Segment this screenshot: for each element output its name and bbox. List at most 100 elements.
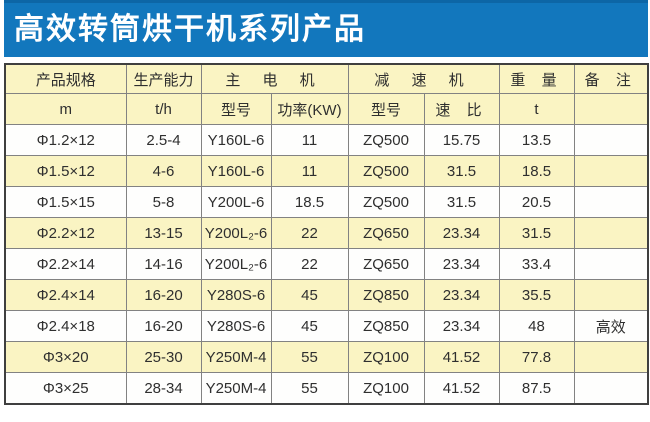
- cell-ratio: 31.5: [423, 186, 500, 218]
- table-row: Φ1.5×15 5-8 Y200L-6 18.5 ZQ500 31.5 20.5: [4, 186, 649, 218]
- cell-reducer-model: ZQ850: [347, 310, 425, 342]
- spec-table-container: 产品规格 生产能力 主 电 机 减 速 机 重 量 备 注 m t/h 型号 功…: [4, 63, 649, 405]
- cell-note: [573, 341, 649, 373]
- cell-weight: 18.5: [498, 155, 575, 187]
- cell-ratio: 15.75: [423, 124, 500, 156]
- cell-ratio: 23.34: [423, 310, 500, 342]
- unit-capacity: t/h: [125, 93, 202, 125]
- cell-note: 高效: [573, 310, 649, 342]
- cell-capacity: 16-20: [125, 310, 202, 342]
- cell-spec: Φ2.4×14: [4, 279, 127, 311]
- cell-reducer-model: ZQ650: [347, 217, 425, 249]
- cell-motor-model: Y280S-6: [200, 310, 272, 342]
- cell-note: [573, 155, 649, 187]
- cell-power: 22: [270, 217, 349, 249]
- cell-reducer-model: ZQ650: [347, 248, 425, 280]
- table-row: Φ3×25 28-34 Y250M-4 55 ZQ100 41.52 87.5: [4, 372, 649, 405]
- cell-capacity: 25-30: [125, 341, 202, 373]
- table-row: Φ1.2×12 2.5-4 Y160L-6 11 ZQ500 15.75 13.…: [4, 124, 649, 156]
- unit-weight: t: [498, 93, 575, 125]
- cell-power: 45: [270, 279, 349, 311]
- cell-spec: Φ2.2×14: [4, 248, 127, 280]
- table-row: Φ3×20 25-30 Y250M-4 55 ZQ100 41.52 77.8: [4, 341, 649, 373]
- cell-ratio: 41.52: [423, 341, 500, 373]
- cell-weight: 13.5: [498, 124, 575, 156]
- cell-capacity: 16-20: [125, 279, 202, 311]
- cell-ratio: 41.52: [423, 372, 500, 405]
- cell-weight: 33.4: [498, 248, 575, 280]
- cell-power: 55: [270, 341, 349, 373]
- cell-spec: Φ1.5×15: [4, 186, 127, 218]
- cell-capacity: 13-15: [125, 217, 202, 249]
- cell-weight: 20.5: [498, 186, 575, 218]
- cell-weight: 48: [498, 310, 575, 342]
- cell-motor-model: Y200L₂-6: [200, 217, 272, 249]
- cell-spec: Φ2.4×18: [4, 310, 127, 342]
- cell-reducer-model: ZQ500: [347, 124, 425, 156]
- header-row-units: m t/h 型号 功率(KW) 型号 速 比 t: [4, 93, 649, 125]
- cell-power: 11: [270, 155, 349, 187]
- header-row-groups: 产品规格 生产能力 主 电 机 减 速 机 重 量 备 注: [4, 63, 649, 94]
- cell-weight: 31.5: [498, 217, 575, 249]
- cell-motor-model: Y250M-4: [200, 372, 272, 405]
- col-header-main-motor: 主 电 机: [200, 63, 349, 94]
- cell-weight: 35.5: [498, 279, 575, 311]
- cell-motor-model: Y200L-6: [200, 186, 272, 218]
- cell-reducer-model: ZQ500: [347, 155, 425, 187]
- cell-reducer-model: ZQ100: [347, 372, 425, 405]
- cell-spec: Φ1.5×12: [4, 155, 127, 187]
- cell-spec: Φ3×25: [4, 372, 127, 405]
- cell-capacity: 5-8: [125, 186, 202, 218]
- cell-capacity: 28-34: [125, 372, 202, 405]
- cell-power: 11: [270, 124, 349, 156]
- cell-note: [573, 372, 649, 405]
- cell-ratio: 23.34: [423, 248, 500, 280]
- cell-ratio: 23.34: [423, 217, 500, 249]
- cell-note: [573, 279, 649, 311]
- table-row: Φ1.5×12 4-6 Y160L-6 11 ZQ500 31.5 18.5: [4, 155, 649, 187]
- table-row: Φ2.4×18 16-20 Y280S-6 45 ZQ850 23.34 48 …: [4, 310, 649, 342]
- cell-capacity: 14-16: [125, 248, 202, 280]
- cell-motor-model: Y160L-6: [200, 124, 272, 156]
- unit-motor-model: 型号: [200, 93, 272, 125]
- cell-spec: Φ3×20: [4, 341, 127, 373]
- table-row: Φ2.2×14 14-16 Y200L₂-6 22 ZQ650 23.34 33…: [4, 248, 649, 280]
- cell-note: [573, 217, 649, 249]
- cell-spec: Φ2.2×12: [4, 217, 127, 249]
- cell-note: [573, 124, 649, 156]
- col-header-reducer: 减 速 机: [347, 63, 500, 94]
- page-title-banner: 高效转筒烘干机系列产品: [4, 0, 648, 57]
- cell-power: 45: [270, 310, 349, 342]
- cell-reducer-model: ZQ500: [347, 186, 425, 218]
- unit-spec: m: [4, 93, 127, 125]
- unit-motor-power: 功率(KW): [270, 93, 349, 125]
- cell-reducer-model: ZQ100: [347, 341, 425, 373]
- cell-spec: Φ1.2×12: [4, 124, 127, 156]
- cell-motor-model: Y280S-6: [200, 279, 272, 311]
- cell-motor-model: Y160L-6: [200, 155, 272, 187]
- cell-note: [573, 186, 649, 218]
- unit-reducer-model: 型号: [347, 93, 425, 125]
- cell-capacity: 4-6: [125, 155, 202, 187]
- table-row: Φ2.4×14 16-20 Y280S-6 45 ZQ850 23.34 35.…: [4, 279, 649, 311]
- col-header-spec: 产品规格: [4, 63, 127, 94]
- cell-ratio: 31.5: [423, 155, 500, 187]
- cell-power: 55: [270, 372, 349, 405]
- unit-reducer-ratio: 速 比: [423, 93, 500, 125]
- cell-motor-model: Y250M-4: [200, 341, 272, 373]
- cell-weight: 77.8: [498, 341, 575, 373]
- col-header-note: 备 注: [573, 63, 649, 94]
- cell-motor-model: Y200L₂-6: [200, 248, 272, 280]
- spec-table: 产品规格 生产能力 主 电 机 减 速 机 重 量 备 注 m t/h 型号 功…: [4, 63, 649, 405]
- col-header-weight: 重 量: [498, 63, 575, 94]
- cell-capacity: 2.5-4: [125, 124, 202, 156]
- table-row: Φ2.2×12 13-15 Y200L₂-6 22 ZQ650 23.34 31…: [4, 217, 649, 249]
- cell-weight: 87.5: [498, 372, 575, 405]
- cell-power: 18.5: [270, 186, 349, 218]
- unit-note: [573, 93, 649, 125]
- col-header-capacity: 生产能力: [125, 63, 202, 94]
- cell-note: [573, 248, 649, 280]
- cell-ratio: 23.34: [423, 279, 500, 311]
- page-title: 高效转筒烘干机系列产品: [14, 13, 366, 46]
